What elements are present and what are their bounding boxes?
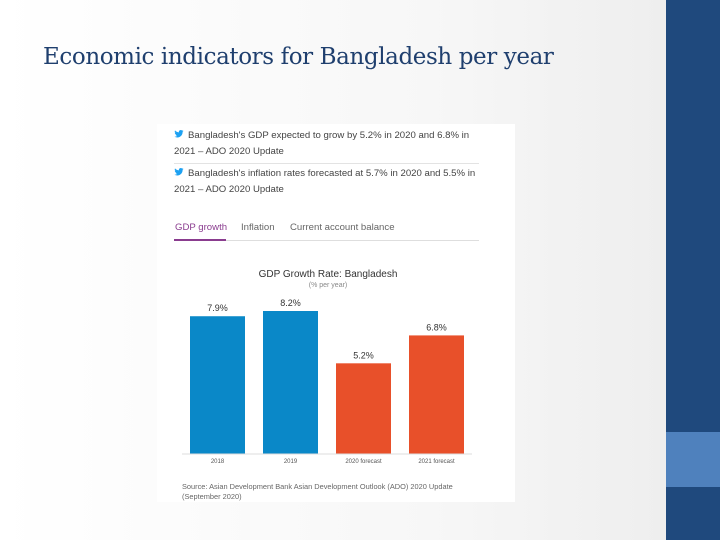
slide-title: Economic indicators for Bangladesh per y…: [43, 44, 554, 70]
bar-2021-forecast: [409, 335, 464, 454]
x-tick-label: 2019: [284, 459, 298, 465]
x-tick-label: 2018: [211, 459, 225, 465]
bar-value-label: 8.2%: [280, 298, 301, 308]
bar-value-label: 7.9%: [207, 303, 228, 313]
bar-2020-forecast: [336, 363, 391, 454]
chart-card: Bangladesh's GDP expected to grow by 5.2…: [157, 124, 515, 502]
x-tick-label: 2021 forecast: [418, 459, 455, 465]
chart-title: GDP Growth Rate: Bangladesh: [259, 269, 398, 280]
tweet-divider: [174, 163, 479, 164]
source-line1: Source: Asian Development Bank Asian Dev…: [182, 482, 453, 491]
chart-source: Source: Asian Development Bank Asian Dev…: [182, 482, 502, 502]
tweet-inflation[interactable]: Bangladesh's inflation rates forecasted …: [174, 166, 479, 198]
tweet-gdp[interactable]: Bangladesh's GDP expected to grow by 5.2…: [174, 128, 479, 160]
tweet-line2: 2021 – ADO 2020 Update: [174, 146, 284, 157]
bar-value-label: 6.8%: [426, 322, 447, 332]
bar-2019: [263, 311, 318, 454]
gdp-growth-chart: GDP Growth Rate: Bangladesh (% per year)…: [182, 269, 472, 465]
chart-subtitle: (% per year): [309, 282, 348, 289]
side-accent-block: [666, 432, 720, 487]
tab-current-account-balance[interactable]: Current account balance: [290, 222, 395, 233]
tweet-line1: Bangladesh's inflation rates forecasted …: [188, 168, 476, 179]
bars-group: 7.9% 2018 8.2% 2019 5.2% 2020 forecast 6.8% 202…: [182, 298, 472, 465]
tab-inflation[interactable]: Inflation: [241, 222, 275, 233]
tweet-line2: 2021 – ADO 2020 Update: [174, 184, 284, 195]
tweet-line1: Bangladesh's GDP expected to grow by 5.2…: [188, 130, 470, 141]
bar-value-label: 5.2%: [353, 350, 374, 360]
twitter-bird-icon: [174, 168, 184, 176]
bar-2018: [190, 316, 245, 454]
source-line2: (September 2020): [182, 492, 242, 501]
active-tab-indicator: [174, 239, 226, 241]
twitter-bird-icon: [174, 130, 184, 138]
x-tick-label: 2020 forecast: [345, 459, 382, 465]
chart-tabs: GDP growth Inflation Current account bal…: [174, 220, 479, 241]
tab-gdp-growth[interactable]: GDP growth: [175, 222, 228, 233]
